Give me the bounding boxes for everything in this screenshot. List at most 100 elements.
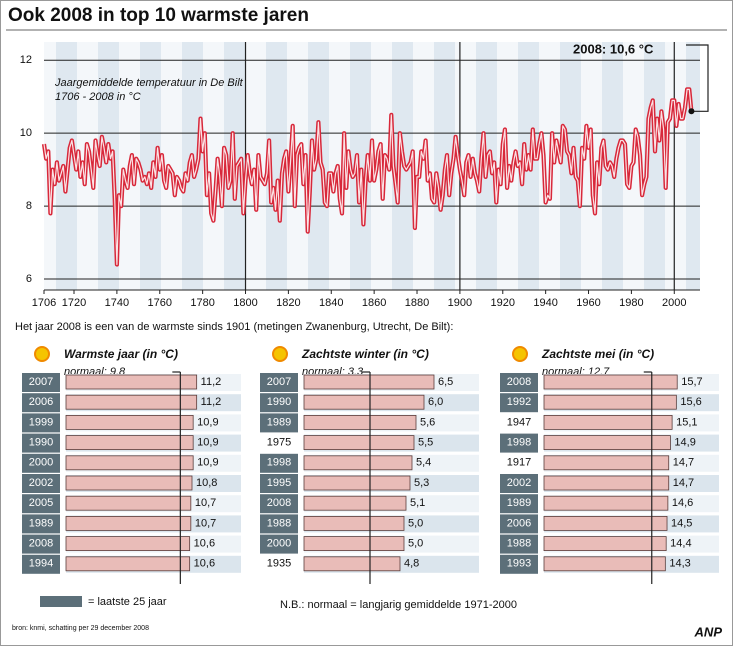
recent-marker — [500, 393, 538, 413]
value-label: 5,5 — [418, 437, 433, 449]
bar — [303, 475, 411, 491]
bar — [65, 556, 191, 572]
y-tick-label: 8 — [26, 200, 32, 212]
panel-title: Zachtste winter (in °C) — [301, 347, 429, 361]
bar — [543, 435, 671, 451]
bar — [543, 495, 669, 511]
value-label: 5,4 — [416, 457, 431, 469]
value-label: 5,3 — [414, 477, 429, 489]
x-tick-label: 1840 — [319, 297, 343, 309]
bar — [303, 455, 413, 471]
value-label: 14,7 — [673, 477, 694, 489]
value-label: 11,2 — [201, 396, 222, 408]
value-label: 5,0 — [408, 517, 423, 529]
bar — [65, 536, 191, 551]
x-tick-label: 1980 — [619, 297, 643, 309]
bar — [65, 516, 192, 531]
annotation: 2008: 10,6 °C — [573, 41, 654, 56]
annotation-dot — [688, 108, 695, 115]
category-label: 1998 — [267, 457, 291, 469]
y-tick-label: 6 — [26, 273, 32, 285]
x-tick-label: 1940 — [533, 297, 557, 309]
bar — [543, 536, 667, 551]
category-label: 2002 — [507, 477, 531, 489]
bar — [65, 374, 198, 390]
x-tick-label: 1900 — [448, 297, 472, 309]
recent-marker — [22, 373, 60, 392]
category-label: 1994 — [29, 558, 53, 570]
band — [266, 42, 287, 290]
bar — [303, 556, 401, 572]
value-label: 5,1 — [410, 497, 425, 509]
bar — [303, 414, 417, 430]
note: N.B.: normaal = langjarig gemiddelde 197… — [280, 599, 517, 611]
bar — [543, 374, 678, 390]
sun-icon — [34, 346, 50, 362]
recent-marker — [260, 534, 298, 554]
bar — [543, 516, 668, 531]
category-label: 2000 — [267, 538, 291, 550]
value-label: 14,5 — [671, 517, 692, 529]
band — [308, 42, 329, 290]
bar — [303, 394, 425, 410]
bar — [65, 475, 193, 491]
value-label: 10,6 — [194, 558, 215, 570]
bar — [543, 556, 666, 572]
bar — [65, 495, 192, 511]
bar — [303, 516, 405, 531]
recent-marker — [260, 453, 298, 473]
legend-swatch — [40, 596, 82, 607]
intro: Het jaar 2008 is een van de warmste sind… — [15, 321, 453, 333]
source: bron: knmi, schatting per 29 december 20… — [12, 625, 149, 632]
x-tick-label: 1820 — [276, 297, 300, 309]
bar — [303, 374, 435, 390]
value-label: 10,7 — [195, 517, 216, 529]
band — [140, 42, 161, 290]
x-tick-label: 1760 — [148, 297, 172, 309]
recent-marker — [500, 514, 538, 534]
recent-marker — [260, 514, 298, 534]
recent-marker — [22, 413, 60, 433]
category-label: 2005 — [29, 497, 53, 509]
sun-icon — [512, 346, 528, 362]
category-label: 2000 — [29, 457, 53, 469]
x-tick-label: 1800 — [233, 297, 257, 309]
category-label: 2007 — [29, 376, 53, 388]
band — [644, 42, 665, 290]
category-label: 1988 — [267, 517, 291, 529]
x-tick-label: 1780 — [190, 297, 214, 309]
category-label: 1989 — [29, 517, 53, 529]
x-tick-label: 1720 — [62, 297, 86, 309]
category-label: 2008 — [29, 538, 53, 550]
x-tick-label: 1860 — [362, 297, 386, 309]
category-label: 1935 — [267, 558, 291, 570]
category-label: 1990 — [267, 396, 291, 408]
title: Ook 2008 in top 10 warmste jaren — [8, 5, 309, 26]
category-label: 2007 — [267, 376, 291, 388]
x-tick-label: 1920 — [491, 297, 515, 309]
y-tick-label: 12 — [20, 54, 32, 66]
recent-marker — [500, 534, 538, 554]
y-tick-label: 10 — [20, 127, 32, 139]
bar — [543, 455, 670, 471]
value-label: 10,9 — [197, 437, 218, 449]
logo: ANP — [694, 624, 723, 639]
recent-marker — [260, 393, 298, 413]
category-label: 2002 — [29, 477, 53, 489]
bar — [65, 414, 194, 430]
recent-marker — [260, 494, 298, 514]
category-label: 1989 — [267, 416, 291, 428]
bar — [543, 475, 670, 491]
value-label: 15,1 — [676, 416, 697, 428]
value-label: 10,6 — [194, 538, 215, 550]
recent-marker — [22, 534, 60, 554]
category-label: 1917 — [507, 457, 531, 469]
recent-marker — [22, 453, 60, 473]
band — [686, 42, 700, 290]
category-label: 1993 — [507, 558, 531, 570]
bar — [303, 536, 405, 551]
recent-marker — [22, 494, 60, 514]
category-label: 1990 — [29, 437, 53, 449]
